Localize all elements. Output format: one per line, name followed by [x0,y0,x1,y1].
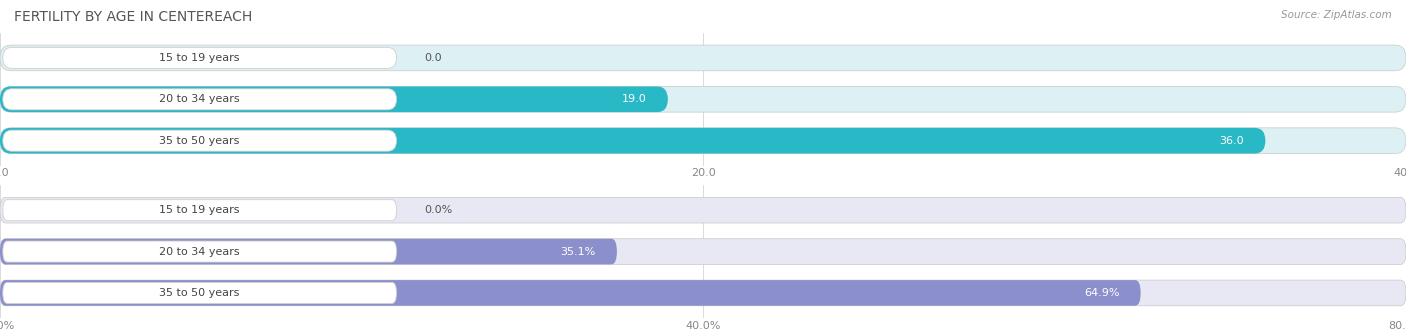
FancyBboxPatch shape [0,280,1140,306]
Text: 35 to 50 years: 35 to 50 years [159,288,240,298]
FancyBboxPatch shape [0,128,1265,154]
FancyBboxPatch shape [0,86,668,112]
FancyBboxPatch shape [3,130,396,151]
FancyBboxPatch shape [3,89,396,110]
Text: 20 to 34 years: 20 to 34 years [159,247,240,257]
Text: Source: ZipAtlas.com: Source: ZipAtlas.com [1281,10,1392,20]
Text: 35.1%: 35.1% [561,247,596,257]
Text: 36.0: 36.0 [1219,136,1244,146]
FancyBboxPatch shape [3,47,396,69]
Text: 20 to 34 years: 20 to 34 years [159,94,240,104]
Text: 64.9%: 64.9% [1084,288,1119,298]
FancyBboxPatch shape [0,280,1406,306]
FancyBboxPatch shape [0,45,1406,71]
FancyBboxPatch shape [3,241,396,262]
Text: 15 to 19 years: 15 to 19 years [159,205,240,215]
FancyBboxPatch shape [0,239,617,264]
FancyBboxPatch shape [3,282,396,304]
FancyBboxPatch shape [0,197,1406,223]
FancyBboxPatch shape [0,86,1406,112]
Text: 0.0: 0.0 [425,53,443,63]
Text: 0.0%: 0.0% [425,205,453,215]
FancyBboxPatch shape [0,128,1406,154]
FancyBboxPatch shape [3,200,396,221]
Text: 35 to 50 years: 35 to 50 years [159,136,240,146]
Text: FERTILITY BY AGE IN CENTEREACH: FERTILITY BY AGE IN CENTEREACH [14,10,252,24]
Text: 19.0: 19.0 [621,94,647,104]
Text: 15 to 19 years: 15 to 19 years [159,53,240,63]
FancyBboxPatch shape [0,239,1406,264]
